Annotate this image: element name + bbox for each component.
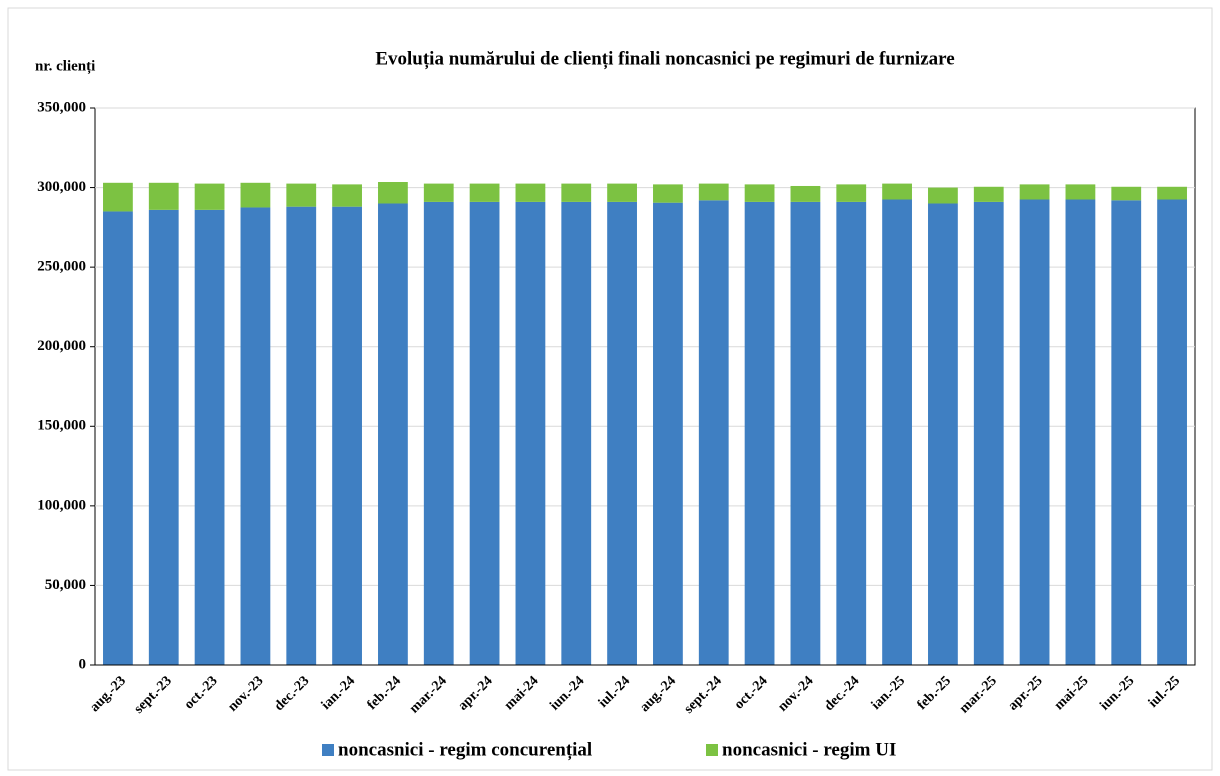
bar-segment (1019, 184, 1050, 200)
bar-segment (1111, 200, 1142, 665)
legend-swatch (706, 744, 718, 756)
bar-segment (607, 201, 637, 665)
bar-segment (836, 201, 867, 665)
bar-segment (928, 203, 958, 665)
bar-segment (286, 183, 317, 207)
y-tick-label: 0 (79, 656, 87, 672)
bar-segment (1111, 186, 1142, 201)
bar-segment (744, 184, 775, 202)
bar-segment (515, 201, 546, 665)
bar-segment (148, 182, 179, 210)
bar-segment (1157, 199, 1187, 665)
bar-segment (698, 183, 729, 201)
y-tick-label: 350,000 (37, 99, 86, 115)
bar-segment (698, 200, 729, 665)
bar-segment (790, 185, 821, 202)
legend-swatch (322, 744, 334, 756)
y-tick-label: 100,000 (37, 497, 86, 513)
bar-segment (103, 211, 133, 665)
bar-segment (148, 209, 179, 665)
chart-title: Evoluția numărului de clienți finali non… (375, 48, 954, 69)
bar-segment (973, 201, 1004, 665)
bar-segment (286, 206, 317, 665)
y-tick-label: 300,000 (37, 179, 86, 195)
bar-segment (744, 201, 775, 665)
bar-segment (469, 201, 500, 665)
legend-label: noncasnici - regim UI (722, 739, 896, 760)
bar-segment (882, 199, 912, 665)
bar-segment (240, 207, 271, 665)
bar-segment (1065, 199, 1096, 665)
bar-segment (332, 206, 362, 665)
y-axis-label: nr. clienți (35, 58, 95, 74)
legend-label: noncasnici - regim concurențial (338, 739, 592, 760)
bar-segment (423, 183, 454, 202)
bar-segment (561, 201, 592, 665)
y-tick-label: 50,000 (45, 577, 86, 593)
bar-segment (973, 186, 1004, 202)
y-tick-label: 150,000 (37, 418, 86, 434)
bar-segment (423, 201, 454, 665)
plot-area (94, 107, 1196, 666)
bar-segment (378, 182, 408, 204)
bar-segment (882, 183, 912, 200)
bar-segment (332, 184, 362, 207)
bar-segment (561, 183, 592, 202)
bar-segment (1157, 186, 1187, 200)
bar-segment (653, 184, 683, 203)
bar-segment (240, 182, 271, 208)
y-tick-label: 250,000 (37, 259, 86, 275)
bar-segment (378, 203, 408, 665)
bar-segment (103, 182, 133, 212)
bar-segment (607, 183, 637, 202)
bar-segment (1019, 199, 1050, 665)
bar-segment (836, 184, 867, 202)
bar-segment (469, 183, 500, 202)
bar-segment (194, 183, 225, 210)
bar-segment (1065, 184, 1096, 200)
bar-segment (194, 209, 225, 665)
bar-segment (928, 187, 958, 204)
bar-segment (653, 202, 683, 665)
bar-segment (515, 183, 546, 202)
y-tick-label: 200,000 (37, 338, 86, 354)
bar-segment (790, 201, 821, 665)
